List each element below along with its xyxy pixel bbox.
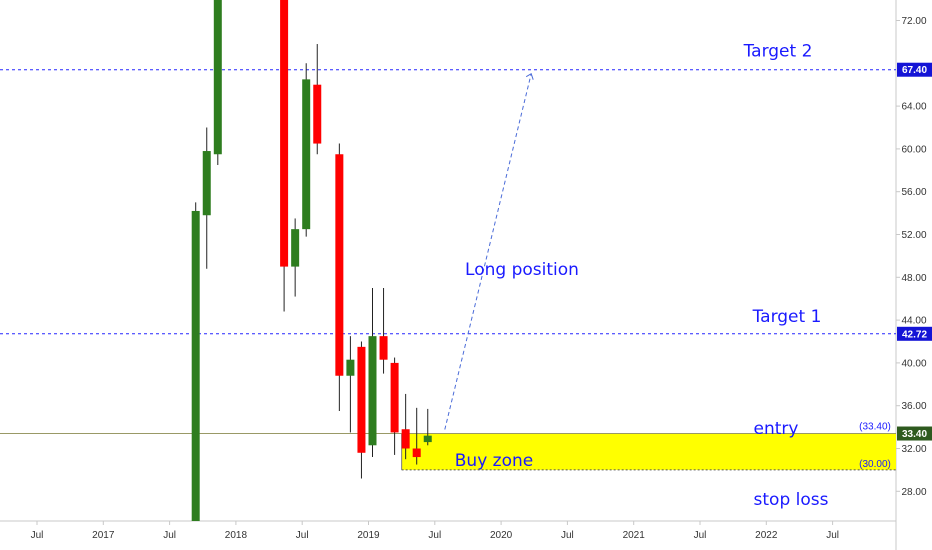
y-tick-label-7: 56.00 bbox=[901, 187, 926, 198]
buy-zone-bottom-value: (30.00) bbox=[859, 459, 891, 470]
y-tick-label-0: 28.00 bbox=[901, 487, 926, 498]
y-tick-label-5: 48.00 bbox=[901, 273, 926, 284]
projection-arrow-line bbox=[444, 73, 532, 430]
level-badge-1-bg bbox=[897, 62, 932, 77]
buy-zone-top-value: (33.40) bbox=[859, 422, 891, 433]
x-tick-label-7: 2020 bbox=[490, 530, 513, 541]
target-1-label: Target 1 bbox=[752, 307, 822, 327]
level-badge-1-text: 67.40 bbox=[902, 65, 927, 76]
candle-down-3 bbox=[280, 0, 289, 267]
candle-up-1 bbox=[202, 151, 211, 216]
candle-down-9 bbox=[357, 346, 366, 453]
projection-arrow-head bbox=[525, 72, 534, 80]
x-tick-label-1: 2017 bbox=[92, 530, 115, 541]
level-badge-2-text: 42.72 bbox=[902, 329, 927, 340]
candle-up-15 bbox=[423, 435, 432, 443]
y-tick-label-9: 64.00 bbox=[901, 102, 926, 113]
y-tick-label-1: 32.00 bbox=[901, 444, 926, 455]
x-tick-label-0: Jul bbox=[31, 530, 44, 541]
candle-down-12 bbox=[390, 362, 399, 433]
candle-up-8 bbox=[346, 359, 355, 376]
candle-down-13 bbox=[401, 429, 410, 449]
y-tick-label-3: 40.00 bbox=[901, 358, 926, 369]
candle-up-5 bbox=[302, 79, 311, 230]
x-tick-label-10: Jul bbox=[694, 530, 707, 541]
y-tick-label-10: 72.00 bbox=[901, 16, 926, 27]
entry-label: entry bbox=[754, 419, 799, 439]
candle-up-0 bbox=[191, 210, 200, 521]
y-tick-label-6: 52.00 bbox=[901, 230, 926, 241]
x-tick-label-2: Jul bbox=[163, 530, 176, 541]
buy-zone-label: Buy zone bbox=[455, 451, 533, 471]
candle-up-4 bbox=[291, 229, 300, 267]
current-price-badge-bg bbox=[897, 426, 932, 441]
candle-down-14 bbox=[412, 448, 421, 458]
x-tick-label-4: Jul bbox=[296, 530, 309, 541]
candle-up-10 bbox=[368, 336, 377, 446]
x-tick-label-8: Jul bbox=[561, 530, 574, 541]
x-tick-label-3: 2018 bbox=[225, 530, 248, 541]
long-position-label: Long position bbox=[465, 260, 579, 280]
buy-zone-rect bbox=[401, 433, 896, 470]
candle-down-7 bbox=[335, 154, 344, 376]
stop-loss-label: stop loss bbox=[754, 490, 829, 510]
x-tick-label-11: 2022 bbox=[755, 530, 778, 541]
x-tick-label-12: Jul bbox=[826, 530, 839, 541]
candle-down-11 bbox=[379, 336, 388, 360]
current-price-badge-text: 33.40 bbox=[902, 429, 927, 440]
candle-up-2 bbox=[213, 0, 222, 155]
x-tick-label-6: Jul bbox=[428, 530, 441, 541]
y-tick-label-2: 36.00 bbox=[901, 401, 926, 412]
x-tick-label-5: 2019 bbox=[357, 530, 380, 541]
candle-down-6 bbox=[313, 84, 322, 144]
y-tick-label-4: 44.00 bbox=[901, 316, 926, 327]
target-2-label: Target 2 bbox=[743, 42, 813, 62]
level-badge-2-bg bbox=[897, 326, 932, 341]
y-tick-label-8: 60.00 bbox=[901, 144, 926, 155]
x-tick-label-9: 2021 bbox=[623, 530, 646, 541]
